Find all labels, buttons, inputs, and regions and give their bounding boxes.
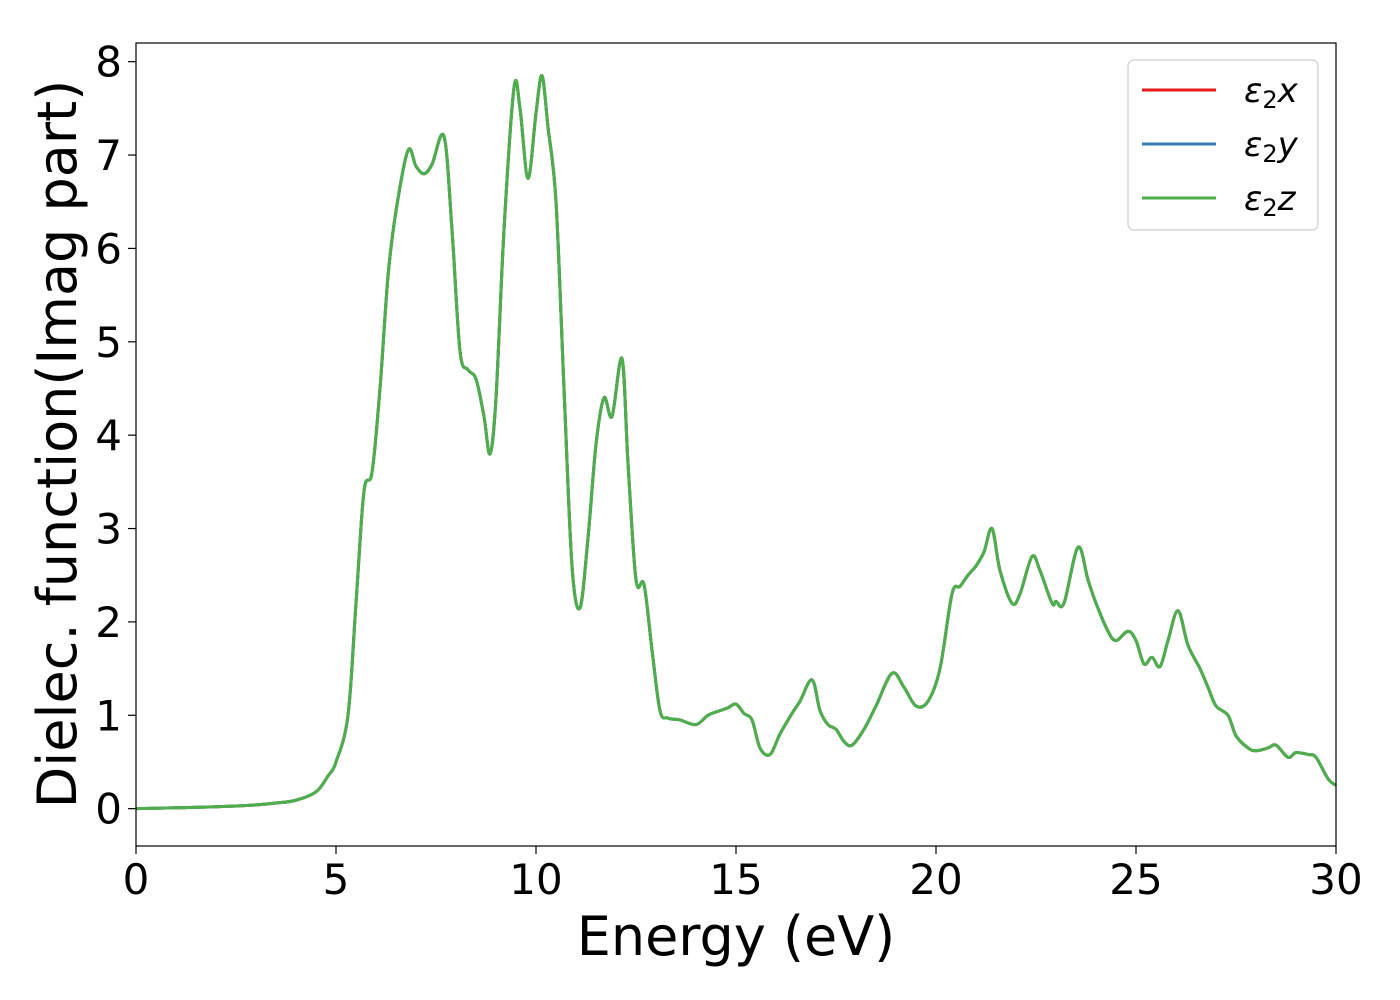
x-tick-label: 15 [709,855,762,904]
legend-label-y: ε2y [1244,125,1299,168]
x-tick-label: 10 [509,855,562,904]
y-tick-label: 0 [95,785,122,834]
y-tick-label: 6 [95,224,122,273]
x-tick-label: 30 [1309,855,1362,904]
x-tick-label: 5 [323,855,350,904]
series-layer [135,74,1337,811]
series-line-z [135,74,1337,811]
y-tick-label: 2 [95,598,122,647]
y-tick-label: 5 [95,318,122,367]
x-axis: 0 5 10 15 20 25 30 [123,846,1363,904]
legend-label-z: ε2z [1244,179,1297,222]
y-axis-title: Dielec. function(Imag part) [26,80,89,809]
y-tick-label: 1 [95,691,122,740]
y-tick-label: 7 [95,131,122,180]
x-tick-label: 0 [123,855,150,904]
legend-label-x: ε2x [1244,71,1299,114]
y-tick-label: 4 [95,411,122,460]
y-tick-label: 8 [95,38,122,87]
x-axis-title: Energy (eV) [577,905,896,968]
y-tick-label: 3 [95,505,122,554]
y-axis: 0 1 2 3 4 5 6 7 8 [95,38,136,834]
x-tick-label: 20 [909,855,962,904]
legend-box [1127,59,1319,231]
x-tick-label: 25 [1109,855,1162,904]
legend: ε2x ε2y ε2z [1127,59,1319,231]
